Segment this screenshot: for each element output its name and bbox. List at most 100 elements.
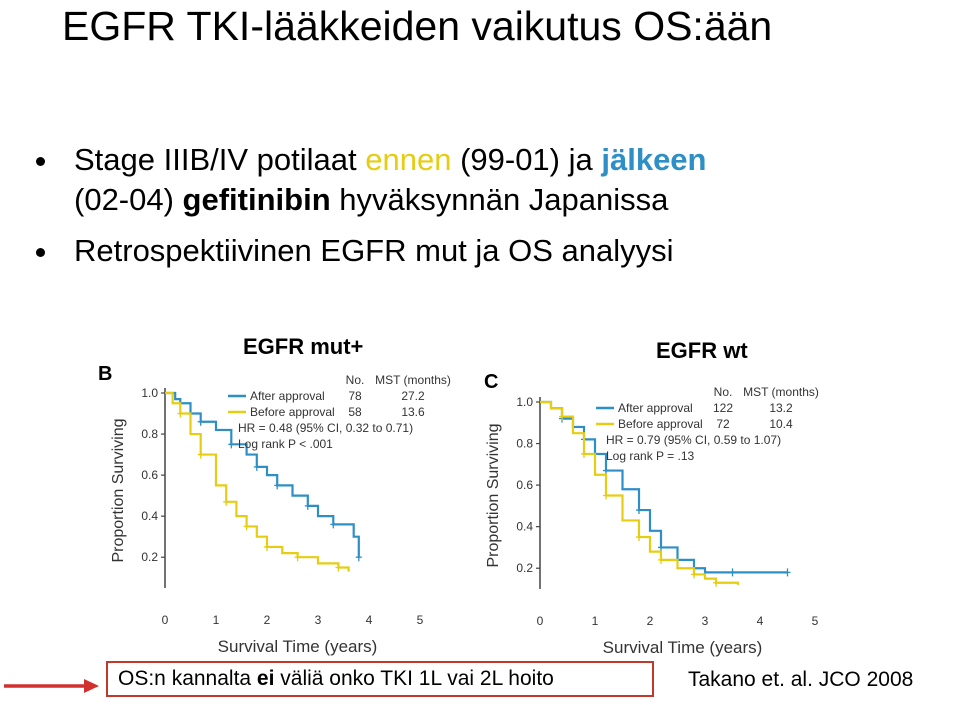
bullet-dot-icon: [36, 247, 45, 257]
x-tick-label: 4: [366, 613, 373, 627]
panel-letter: B: [98, 363, 112, 385]
bullet-dot-icon: [36, 157, 45, 166]
bullet1-text-1: Stage IIIB/IV potilaat: [74, 142, 366, 177]
legend-header-no: No.: [714, 385, 733, 399]
stat-annotation: HR = 0.79 (95% CI, 0.59 to 1.07): [606, 433, 781, 447]
bullet2-text: Retrospektiivinen EGFR mut ja OS analyys…: [74, 232, 674, 268]
censor-mark: [603, 491, 609, 500]
censor-mark: [223, 497, 230, 506]
censor-mark: [713, 578, 719, 587]
legend-series-no: 58: [348, 405, 362, 419]
censor-mark: [264, 542, 270, 551]
legend-series-no: 78: [348, 389, 362, 403]
x-tick-label: 1: [592, 614, 599, 628]
legend-header-mst: MST (months): [743, 385, 819, 399]
x-tick-label: 2: [264, 613, 271, 627]
stat-annotation: Log rank P < .001: [238, 437, 333, 451]
bullet1-ennen: ennen: [365, 142, 452, 177]
slide-title: EGFR TKI-lääkkeiden vaikutus OS:ään: [62, 3, 773, 49]
censor-mark: [197, 417, 204, 426]
x-tick-label: 3: [702, 614, 709, 628]
bullet-item-1: Stage IIIB/IV potilaat ennen (99-01) ja …: [36, 140, 936, 221]
censor-mark: [559, 412, 565, 421]
y-tick-label: 1.0: [141, 386, 158, 400]
panel-title-egfr-mut: EGFR mut+: [243, 334, 364, 359]
y-tick-label: 0.6: [516, 478, 533, 492]
y-axis-label: Proportion Surviving: [110, 418, 127, 562]
legend-series-no: 122: [713, 401, 733, 415]
x-tick-label: 4: [757, 614, 764, 628]
censor-mark: [658, 543, 664, 552]
x-tick-label: 3: [315, 613, 322, 627]
stat-annotation: Log rank P = .13: [606, 449, 695, 463]
x-tick-label: 0: [162, 613, 169, 627]
x-axis-label: Survival Time (years): [218, 637, 378, 656]
legend-header-no: No.: [346, 373, 365, 387]
legend-header-mst: MST (months): [375, 373, 451, 387]
legend-series-name: Before approval: [618, 417, 703, 431]
censor-mark: [228, 440, 235, 449]
x-tick-label: 5: [812, 614, 819, 628]
censor-mark: [784, 568, 791, 577]
conclusion-text-2: väliä onko TKI 1L vai 2L hoito: [274, 667, 554, 690]
legend-series-mst: 10.4: [769, 417, 793, 431]
y-tick-label: 0.6: [141, 468, 158, 482]
km-chart-egfr-mut: B 0.2 0.4 0.6 0.8 1.0 0 1 2 3 4 5 Survival Time (yea…: [98, 363, 451, 656]
conclusion-box: OS:n kannalta ei väliä onko TKI 1L vai 2…: [106, 661, 654, 697]
bullet1-text-4: hyväksynnän Japanissa: [330, 182, 669, 218]
censor-mark: [177, 409, 184, 418]
x-tick-label: 0: [537, 614, 544, 628]
legend-series-name: After approval: [618, 401, 693, 415]
censor-mark: [355, 553, 362, 562]
legend-series-name: Before approval: [250, 405, 335, 419]
legend-series-mst: 13.2: [769, 401, 793, 415]
km-curve-before: [165, 391, 350, 572]
km-curve-before: [540, 400, 740, 585]
censor-mark: [729, 568, 736, 577]
bullet-item-2: Retrospektiivinen EGFR mut ja OS analyys…: [36, 231, 936, 271]
conclusion-text-1: OS:n kannalta: [118, 667, 257, 690]
censor-mark: [581, 449, 587, 458]
censor-mark: [691, 570, 697, 579]
censor-mark: [658, 555, 664, 564]
censor-mark: [304, 501, 311, 510]
censor-mark: [335, 563, 342, 572]
y-tick-label: 0.8: [141, 427, 158, 441]
x-tick-label: 1: [213, 613, 220, 627]
citation: Takano et. al. JCO 2008: [688, 668, 914, 691]
censor-mark: [294, 553, 301, 562]
censor-mark: [274, 481, 281, 490]
bullet1-jalkeen: jälkeen: [601, 142, 707, 177]
bullet1-gefitinibin: gefitinibin: [182, 182, 331, 218]
legend-series-mst: 27.2: [401, 389, 425, 403]
x-axis-label: Survival Time (years): [603, 638, 763, 657]
censor-mark: [636, 533, 642, 542]
y-tick-label: 0.4: [141, 509, 158, 523]
x-tick-label: 2: [647, 614, 654, 628]
censor-mark: [197, 450, 204, 459]
censor-mark: [253, 462, 260, 471]
censor-mark: [330, 520, 337, 529]
stat-annotation: HR = 0.48 (95% CI, 0.32 to 0.71): [238, 421, 413, 435]
y-tick-label: 0.2: [516, 561, 533, 575]
bullet-list: Stage IIIB/IV potilaat ennen (99-01) ja …: [36, 140, 936, 271]
bullet1-text-2: (99-01) ja: [451, 142, 602, 177]
legend-series-mst: 13.6: [401, 405, 425, 419]
red-arrow-icon: [4, 679, 99, 693]
x-tick-label: 5: [417, 613, 424, 627]
y-axis-label: Proportion Surviving: [485, 423, 502, 567]
censor-mark: [243, 522, 250, 531]
censor-mark: [603, 466, 609, 475]
panel-title-egfr-wt: EGFR wt: [656, 338, 748, 363]
conclusion-emphasis: ei: [256, 667, 275, 690]
censor-mark: [636, 506, 642, 515]
y-tick-label: 0.2: [141, 550, 158, 564]
km-chart-egfr-wt: C 0.2 0.4 0.6 0.8 1.0 0 1 2 3 4 5 Survival Time (yea…: [484, 371, 819, 657]
legend-series-no: 72: [716, 417, 730, 431]
y-tick-label: 0.4: [516, 520, 533, 534]
legend-series-name: After approval: [250, 389, 325, 403]
y-tick-label: 1.0: [516, 395, 533, 409]
bullet1-text-3: (02-04): [74, 182, 183, 218]
y-tick-label: 0.8: [516, 437, 533, 451]
panel-letter: C: [484, 371, 498, 393]
